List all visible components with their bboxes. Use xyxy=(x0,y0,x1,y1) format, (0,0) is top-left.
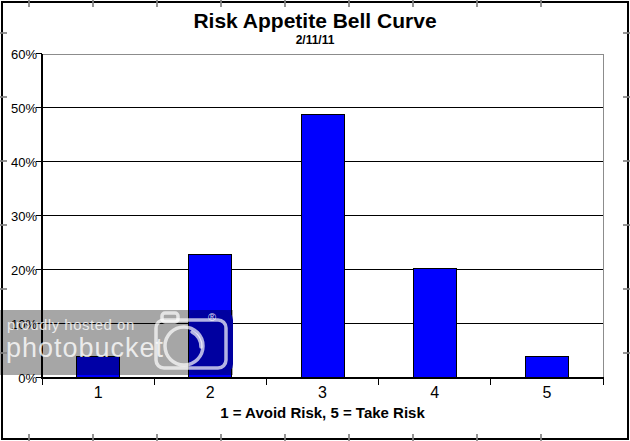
x-tick-label: 2 xyxy=(154,384,266,402)
plot-border-right xyxy=(603,54,604,378)
chart-image: Risk Appetite Bell Curve 2/11/11 0%10%20… xyxy=(0,0,630,441)
plot-border-top xyxy=(42,54,604,55)
x-tick-label: 5 xyxy=(491,384,603,402)
y-tick-label: 40% xyxy=(0,155,37,170)
gridline-50% xyxy=(43,107,603,108)
x-tick-label: 4 xyxy=(379,384,491,402)
border-tick-marks-top xyxy=(0,0,630,7)
chart-title: Risk Appetite Bell Curve xyxy=(0,9,630,33)
registered-trademark-mark: ® xyxy=(208,311,216,323)
bar-category-4 xyxy=(413,268,457,378)
border-tick-marks-bottom xyxy=(0,434,630,441)
camera-icon xyxy=(152,310,234,372)
y-tick-label: 30% xyxy=(0,209,37,224)
bar-category-5 xyxy=(525,356,569,378)
border-tick-marks-right xyxy=(623,0,630,441)
y-tick-label: 50% xyxy=(0,101,37,116)
x-tick-label: 1 xyxy=(42,384,154,402)
chart-subtitle: 2/11/11 xyxy=(0,33,630,47)
watermark-text-line2: photobucket xyxy=(6,333,164,364)
x-axis-title: 1 = Avoid Risk, 5 = Take Risk xyxy=(42,404,603,421)
x-tick-label: 3 xyxy=(266,384,378,402)
y-tick-label: 60% xyxy=(0,47,37,62)
watermark-text-line1: proudly hosted on xyxy=(7,316,135,333)
bar-category-3 xyxy=(301,114,345,378)
y-tick-label: 20% xyxy=(0,263,37,278)
